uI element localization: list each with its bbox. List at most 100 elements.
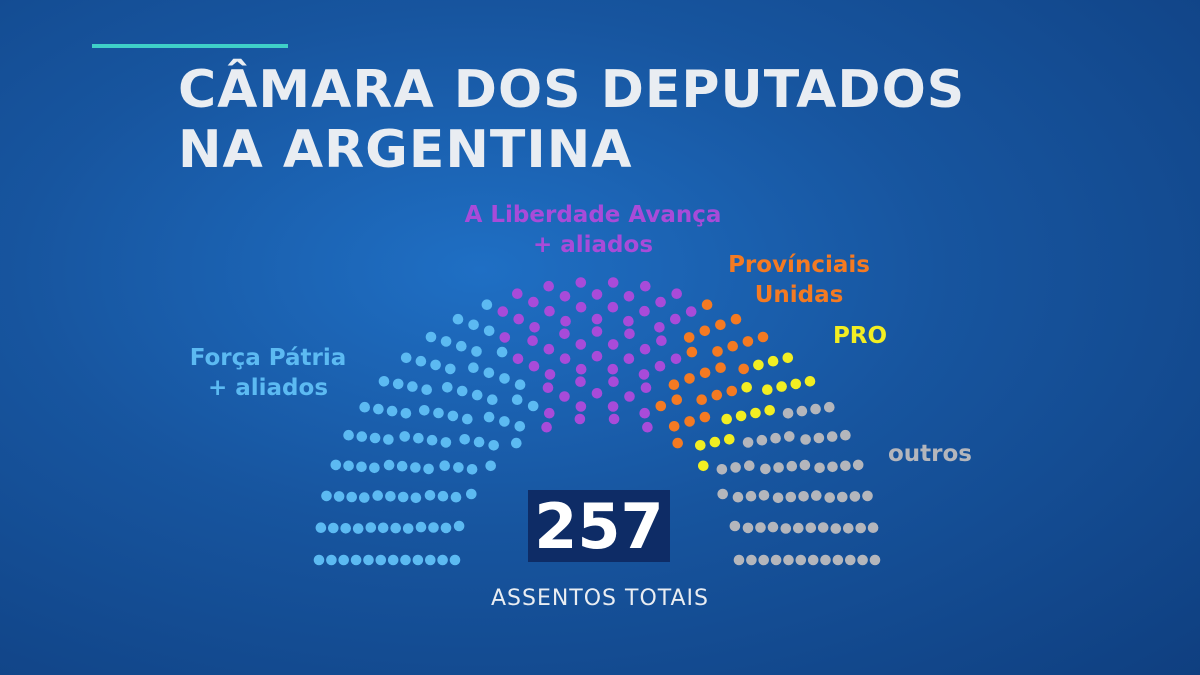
seat-dot-2 [671,394,683,406]
seat-dot-1 [624,328,635,340]
seat-dot-0 [396,460,408,472]
seat-dot-1 [639,407,650,419]
seat-dot-4 [800,434,811,445]
seat-dot-1 [544,407,555,419]
seat-dot-2 [738,363,749,375]
seat-dot-0 [468,319,479,331]
seat-dot-4 [785,491,797,503]
seat-dot-4 [843,523,854,534]
seat-dot-0 [338,554,350,566]
seat-dot-4 [832,554,844,566]
seat-dot-0 [423,463,434,475]
seat-dot-4 [855,522,866,534]
seat-dot-0 [511,437,522,449]
seat-dot-1 [541,421,552,433]
seat-dot-4 [852,459,864,471]
seat-dot-4 [807,554,819,566]
seat-dot-4 [772,492,784,504]
seat-dot-0 [450,491,462,503]
seat-dot-2 [684,373,695,384]
party-label-line: + aliados [208,375,328,401]
seat-dot-0 [372,490,384,501]
seat-group [313,277,881,566]
seat-dot-0 [471,346,482,357]
seat-dot-1 [654,360,666,372]
title-line-2: NA ARGENTINA [178,120,633,180]
seat-dot-4 [744,460,755,472]
seat-dot-3 [695,440,706,451]
seat-dot-2 [711,389,723,401]
seat-dot-4 [758,554,769,566]
seat-dot-3 [735,410,747,422]
seat-dot-1 [591,313,603,325]
seat-dot-0 [453,462,464,473]
seat-dot-0 [440,522,452,534]
seat-dot-1 [544,305,555,317]
seat-dot-0 [514,421,526,432]
seat-dot-3 [762,384,773,396]
seat-dot-4 [780,523,792,534]
seat-dot-0 [459,434,471,445]
seat-dot-1 [607,277,619,288]
seat-dot-1 [529,322,540,333]
seat-dot-0 [471,389,483,401]
seat-dot-1 [512,353,524,365]
seat-dot-0 [456,385,468,397]
seat-dot-3 [804,376,816,387]
seat-dot-1 [528,360,540,372]
seat-dot-2 [727,340,738,352]
seat-dot-1 [607,301,619,313]
seat-dot-0 [356,461,367,473]
seat-dot-4 [857,554,868,566]
seat-dot-1 [575,277,587,288]
seat-dot-1 [640,382,652,394]
seat-dot-4 [733,554,745,566]
seat-dot-0 [346,491,358,503]
seat-dot-0 [415,355,427,367]
party-label-3: PRO [833,323,887,349]
seat-dot-4 [786,460,798,472]
seat-dot-1 [640,280,651,292]
seat-dot-1 [638,369,650,380]
seat-dot-1 [559,291,571,302]
seat-dot-4 [798,491,809,502]
seat-dot-4 [830,523,842,534]
seat-dot-1 [528,296,539,308]
seat-dot-3 [767,355,779,367]
seat-dot-0 [415,521,427,533]
seat-dot-4 [796,405,808,417]
seat-dot-0 [369,432,381,444]
seat-dot-0 [445,363,456,375]
seat-dot-0 [328,522,339,534]
seat-dot-2 [699,367,711,379]
seat-dot-4 [840,429,851,441]
seat-dot-0 [330,459,342,471]
seat-dot-0 [433,407,444,419]
seat-dot-0 [412,554,424,566]
seat-dot-0 [400,554,411,566]
seat-dot-2 [701,299,713,311]
seat-dot-3 [709,436,721,448]
total-seats-label: ASSENTOS TOTAIS [490,586,710,611]
seat-dot-3 [782,352,794,364]
seat-dot-0 [340,523,352,534]
seat-dot-1 [624,391,635,402]
seat-dot-2 [726,385,738,397]
seat-dot-4 [760,463,771,475]
seat-dot-0 [428,522,439,533]
seat-dot-0 [313,554,325,566]
seat-dot-4 [770,554,782,566]
seat-dot-0 [373,403,384,415]
seat-dot-4 [827,461,838,473]
seat-dot-0 [473,436,485,448]
accent-line [92,44,288,48]
seat-dot-1 [497,306,509,317]
seat-dot-1 [623,315,634,327]
seat-dot-4 [745,490,757,502]
seat-dot-3 [741,382,752,393]
seat-dot-3 [776,381,787,392]
seat-dot-0 [333,491,345,502]
seat-dot-0 [387,554,399,566]
party-label-2: Provínciais Unidas [728,252,870,308]
seat-dot-4 [869,554,881,566]
